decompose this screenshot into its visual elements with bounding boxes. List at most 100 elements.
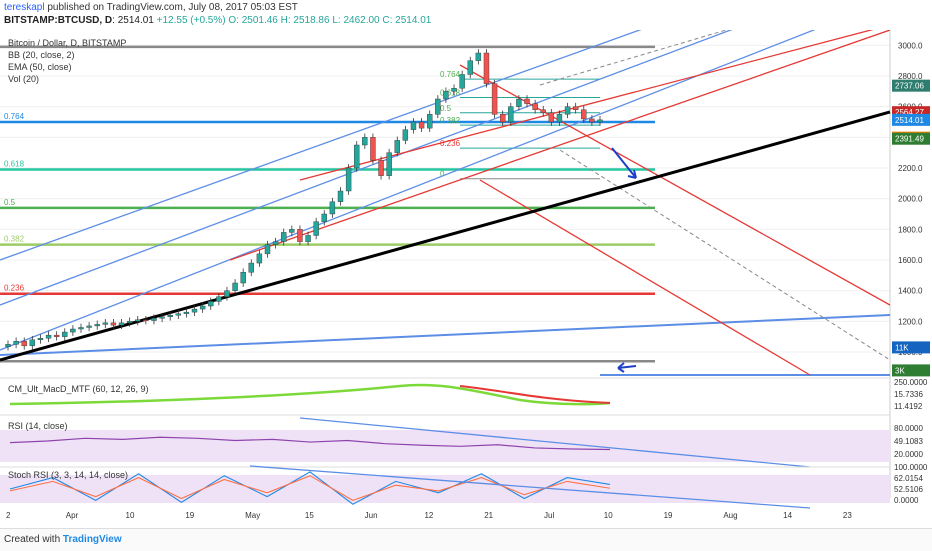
blue-trend-line: [0, 314, 891, 356]
price-label-text: 2514.01: [895, 116, 924, 125]
candle-body: [354, 144, 360, 169]
candle-body: [443, 91, 449, 100]
candle-body: [13, 341, 19, 345]
price-label-box: [892, 132, 930, 145]
stoch-d-line: [9, 475, 611, 502]
candle-body: [313, 221, 319, 236]
candle-body: [272, 241, 279, 245]
candle-body: [289, 229, 295, 233]
x-tick-label: Aug: [723, 511, 737, 520]
legend-title: Bitcoin / Dollar, D, BITSTAMP: [8, 38, 127, 48]
price-change: +12.55 (+0.5%): [156, 15, 226, 26]
x-tick-label: 21: [484, 511, 493, 520]
stoch-axis-label: 100.0000: [894, 463, 928, 472]
inner-fib-label: 0: [440, 170, 445, 179]
rsi-axis-label: 20.0000: [894, 450, 923, 459]
rsi-line: [9, 436, 611, 451]
x-tick-label: Jul: [544, 511, 554, 520]
x-tick-label: Apr: [66, 511, 79, 520]
x-tick-label: 15: [305, 511, 314, 520]
candle-body: [370, 137, 376, 161]
price-label-text: 2564.27: [895, 108, 924, 117]
candle-body: [29, 339, 36, 347]
candle-body: [70, 328, 76, 333]
black-support-line: [0, 110, 891, 362]
candle-body: [240, 272, 246, 284]
candle-body: [159, 316, 165, 319]
candle-body: [151, 318, 157, 321]
tradingview-brand[interactable]: TradingView: [62, 534, 122, 545]
y-tick-label: 2200.0: [898, 164, 923, 173]
candle-body: [224, 290, 230, 297]
symbol-line: BITSTAMP:BTCUSD, D: 2514.01 +12.55 (+0.5…: [4, 15, 432, 26]
candle-body: [337, 190, 344, 202]
y-tick-label: 1600.0: [898, 256, 923, 265]
candle-body: [167, 315, 173, 317]
candle-body: [102, 322, 109, 325]
candle-body: [191, 308, 198, 313]
candle-body: [86, 325, 92, 328]
candle-body: [548, 112, 555, 123]
inner-fib-label: 0.618: [440, 88, 461, 97]
candle-body: [321, 213, 327, 222]
candle-body: [362, 137, 368, 146]
macd-axis-label: 15.7336: [894, 390, 923, 399]
price-label-text: 2737.06: [895, 82, 924, 91]
stoch-k-line: [9, 471, 611, 505]
candle-body: [305, 235, 311, 242]
rsi-axis-label: 49.1083: [894, 437, 923, 446]
price-label-box: [892, 364, 930, 377]
inner-fib-label: 0.5: [440, 104, 452, 113]
x-tick-label: 2: [6, 511, 11, 520]
inner-fib-label: 0.764: [440, 70, 461, 79]
fib-level-label: 0.236: [4, 284, 25, 293]
candle-body: [126, 321, 133, 324]
y-tick-label: 2000.0: [898, 195, 923, 204]
candle-body: [110, 322, 117, 326]
candle-body: [248, 262, 254, 273]
y-tick-label: 2800.0: [898, 72, 923, 81]
price-label-box: [892, 79, 930, 92]
candle-body: [21, 341, 27, 347]
made-with-text: Created with: [4, 534, 61, 545]
rsi-trend-line: [299, 417, 811, 468]
candle-body: [516, 98, 522, 107]
chart-canvas[interactable]: 1000.01200.01400.01600.01800.02000.02200…: [0, 30, 932, 528]
stoch-axis-label: 52.5106: [894, 485, 923, 494]
candle-body: [499, 114, 506, 123]
candle-body: [451, 88, 457, 92]
open-value: O: 2501.46: [228, 15, 278, 26]
candle-body: [508, 106, 514, 123]
candle-body: [216, 296, 222, 302]
candle-body: [94, 324, 100, 327]
inner-fib-label: 0.236: [440, 139, 461, 148]
candle-body: [483, 52, 490, 84]
close-value: C: 2514.01: [382, 15, 432, 26]
fib-level-label: 0.5: [4, 198, 16, 207]
macd-line: [9, 383, 611, 406]
x-tick-label: 12: [424, 511, 433, 520]
author-link[interactable]: tereskapl: [4, 2, 45, 13]
red-down-line: [459, 64, 891, 306]
candle-body: [78, 327, 84, 330]
candle-body: [199, 305, 206, 310]
candle-body: [53, 334, 60, 337]
x-tick-label: 19: [664, 511, 673, 520]
stoch-trend-line: [249, 465, 811, 509]
candle-body: [135, 319, 141, 322]
low-value: L: 2462.00: [332, 15, 380, 26]
x-tick-label: Jun: [365, 511, 378, 520]
candle-body: [297, 229, 303, 242]
legend-ema: EMA (50, close): [8, 62, 72, 72]
candle-body: [402, 129, 409, 141]
candle-body: [459, 74, 465, 89]
price-label-text: 3K: [895, 366, 905, 375]
stoch-pane-label: Stoch RSI (3, 3, 14, 14, close): [8, 470, 129, 480]
x-tick-label: 14: [783, 511, 792, 520]
symbol-label: BITSTAMP:BTCUSD, D: [4, 15, 113, 26]
red-down-line: [479, 179, 811, 376]
candle-body: [475, 52, 482, 61]
x-tick-label: 23: [843, 511, 852, 520]
stoch-axis-label: 62.0154: [894, 474, 923, 483]
dashed-projection-line: [559, 149, 891, 361]
